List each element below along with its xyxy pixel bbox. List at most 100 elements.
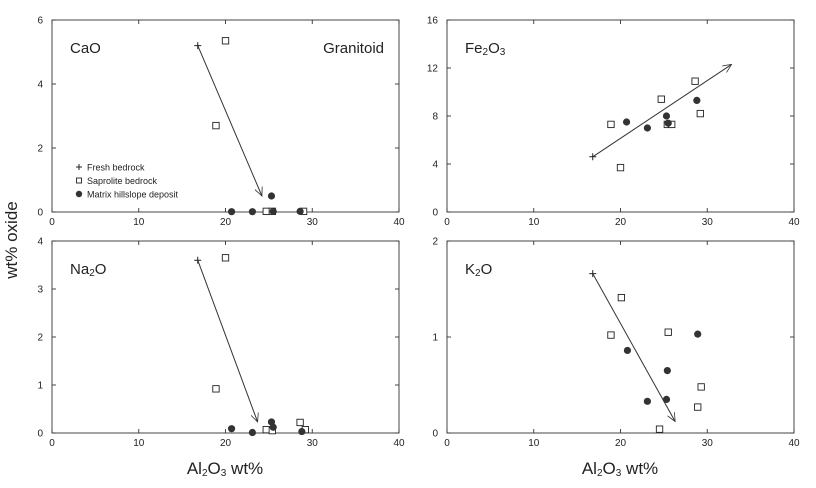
point-saprolite-bedrock <box>221 254 230 262</box>
y-tick-label: 0 <box>37 208 43 219</box>
panel-bottom-right: 0 10 20 30 40 0 1 2 K2O <box>432 237 800 450</box>
y-tick-label: 0 <box>432 208 438 219</box>
point-matrix-hillslope <box>267 192 276 200</box>
point-saprolite-bedrock <box>296 418 304 427</box>
point-fresh-bedrock <box>194 256 202 264</box>
panel-top-left: 0 10 20 30 40 0 2 4 6 CaO <box>37 16 405 229</box>
trend-arrow <box>197 260 258 422</box>
x-tick-label: 40 <box>788 438 800 449</box>
point-matrix-hillslope <box>662 395 671 403</box>
point-saprolite-bedrock <box>221 37 230 45</box>
x-tick-label: 0 <box>444 217 450 228</box>
y-tick-label: 2 <box>37 333 43 344</box>
point-fresh-bedrock <box>194 42 202 50</box>
trend-arrow <box>592 273 675 422</box>
point-saprolite-bedrock <box>617 293 626 302</box>
point-saprolite-bedrock <box>697 383 705 391</box>
y-tick-label: 4 <box>37 237 43 248</box>
x-axis-title-right: Al2O3 wt% <box>582 459 658 479</box>
point-matrix-hillslope <box>643 124 651 132</box>
point-saprolite-bedrock <box>696 109 704 118</box>
y-tick-label: 2 <box>432 237 438 248</box>
legend-entry-matrix-hillslope: Matrix hillslope deposit <box>75 190 179 200</box>
point-matrix-hillslope <box>694 330 702 338</box>
y-tick-label: 4 <box>37 80 43 91</box>
point-saprolite-bedrock <box>691 77 699 85</box>
legend-marker-plus <box>76 164 82 170</box>
point-matrix-hillslope <box>663 367 671 375</box>
point-matrix-hillslope <box>227 208 236 216</box>
legend-entry-fresh-bedrock: Fresh bedrock <box>76 163 145 173</box>
point-matrix-hillslope <box>248 208 256 216</box>
y-tick-label: 2 <box>37 144 43 155</box>
y-tick-label: 1 <box>432 333 438 344</box>
legend: Fresh bedrock Saprolite bedrock Matrix h… <box>75 163 179 200</box>
x-tick-label: 10 <box>133 217 145 228</box>
y-axis-title: wt% oxide <box>2 201 21 279</box>
point-saprolite-bedrock <box>616 163 625 172</box>
point-matrix-hillslope <box>693 96 701 104</box>
x-tick-label: 0 <box>444 438 450 449</box>
x-tick-label: 10 <box>528 217 540 228</box>
y-tick-label: 1 <box>37 381 43 392</box>
x-tick-label: 10 <box>133 438 145 449</box>
point-matrix-hillslope <box>664 119 672 127</box>
point-saprolite-bedrock <box>664 328 672 336</box>
x-tick-label: 20 <box>615 438 627 449</box>
point-saprolite-bedrock <box>607 331 615 339</box>
point-matrix-hillslope <box>662 112 671 120</box>
x-tick-label: 0 <box>49 217 55 228</box>
point-saprolite-bedrock <box>212 385 220 393</box>
y-tick-label: 0 <box>37 429 43 440</box>
point-matrix-hillslope <box>227 425 236 433</box>
point-matrix-hillslope <box>298 427 306 436</box>
point-matrix-hillslope <box>269 423 277 431</box>
point-matrix-hillslope <box>623 346 632 355</box>
x-tick-label: 10 <box>528 438 540 449</box>
panel-bottom-left: 0 10 20 30 40 0 1 2 3 4 Na2O <box>37 237 405 450</box>
panel-title: Na2O <box>70 261 106 279</box>
point-matrix-hillslope <box>296 207 304 215</box>
y-tick-label: 0 <box>432 429 438 440</box>
x-tick-label: 20 <box>220 438 232 449</box>
x-tick-label: 20 <box>615 217 627 228</box>
y-tick-label: 4 <box>432 160 438 171</box>
legend-marker-open-square <box>76 177 82 184</box>
point-saprolite-bedrock <box>657 95 665 103</box>
x-tick-label: 40 <box>393 217 405 228</box>
x-tick-label: 40 <box>788 217 800 228</box>
panel-title: K2O <box>465 261 492 279</box>
legend-entry-saprolite-bedrock: Saprolite bedrock <box>76 176 158 186</box>
x-tick-label: 30 <box>702 438 714 449</box>
point-saprolite-bedrock <box>607 120 615 129</box>
panel-top-right: 0 10 20 30 40 0 4 8 12 16 Fe2O3 <box>427 16 800 229</box>
x-axis-title-left: Al2O3 wt% <box>187 459 263 479</box>
x-tick-label: 40 <box>393 438 405 449</box>
point-fresh-bedrock <box>589 153 597 161</box>
x-tick-label: 30 <box>307 217 319 228</box>
point-saprolite-bedrock <box>655 425 664 433</box>
point-fresh-bedrock <box>589 270 597 278</box>
y-tick-label: 3 <box>37 285 43 296</box>
legend-label: Saprolite bedrock <box>87 176 158 186</box>
legend-label: Matrix hillslope deposit <box>87 190 179 200</box>
legend-label: Fresh bedrock <box>87 163 145 173</box>
point-matrix-hillslope <box>622 118 631 126</box>
y-tick-label: 8 <box>432 112 438 123</box>
panel-title: Fe2O3 <box>465 40 506 58</box>
x-tick-label: 30 <box>307 438 319 449</box>
point-saprolite-bedrock <box>694 403 702 411</box>
point-saprolite-bedrock <box>262 207 270 216</box>
legend-marker-filled-circle <box>75 190 83 198</box>
x-tick-label: 20 <box>220 217 232 228</box>
y-tick-label: 6 <box>37 16 43 27</box>
trend-arrow <box>197 45 262 196</box>
trend-arrow <box>592 64 732 158</box>
point-saprolite-bedrock <box>212 121 220 130</box>
panel-title: CaO <box>70 40 101 57</box>
point-saprolite-bedrock <box>262 425 270 434</box>
y-tick-label: 16 <box>427 16 439 27</box>
plot-frame <box>446 240 795 434</box>
